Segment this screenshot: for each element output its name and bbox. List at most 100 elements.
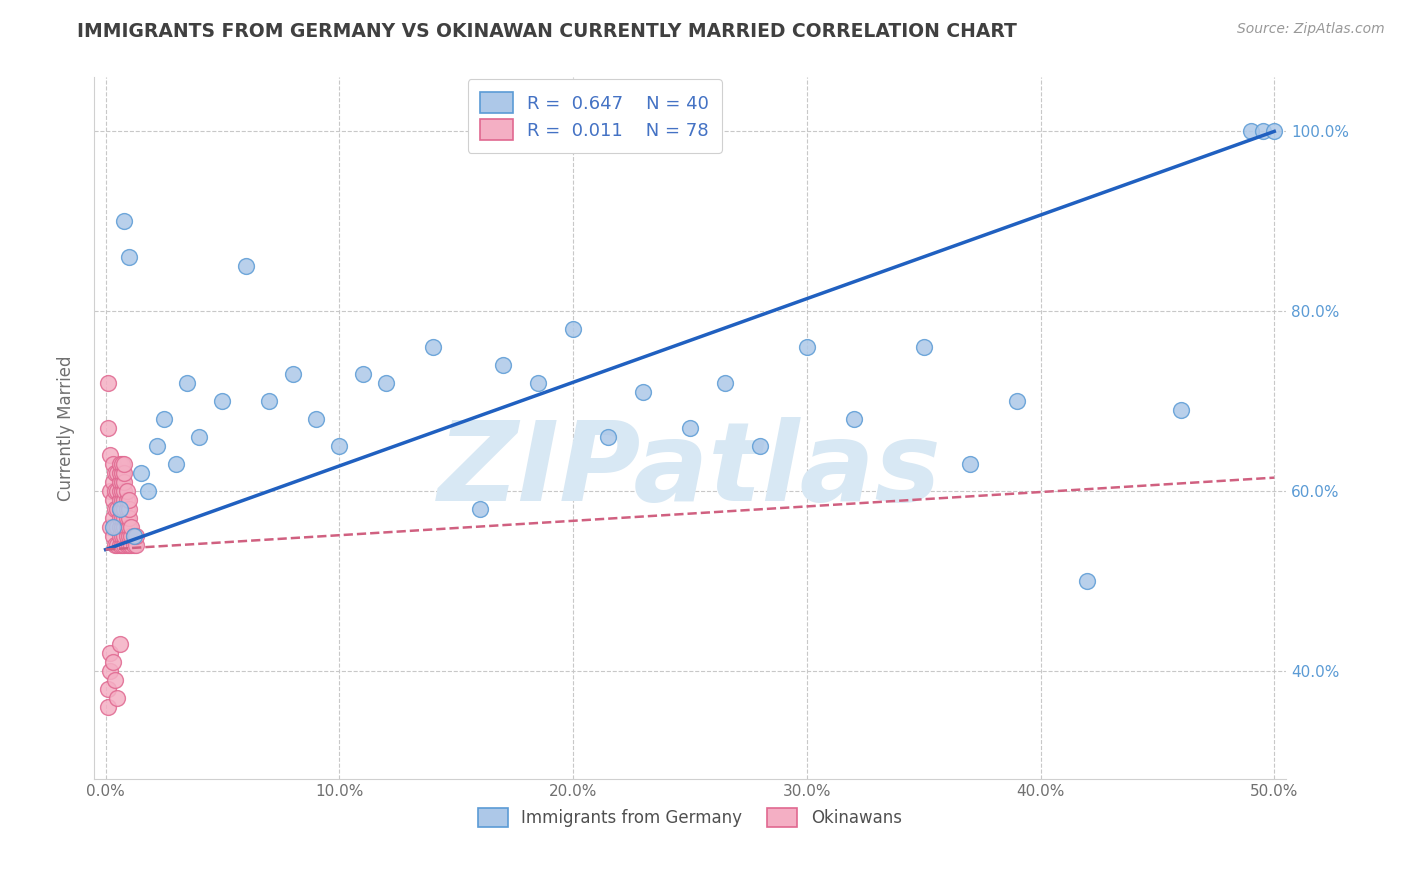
Point	[108, 484, 131, 499]
Point	[562, 322, 585, 336]
Point	[101, 520, 124, 534]
Legend: Immigrants from Germany, Okinawans: Immigrants from Germany, Okinawans	[471, 801, 908, 834]
Point	[101, 655, 124, 669]
Point	[108, 637, 131, 651]
Point	[122, 529, 145, 543]
Point	[120, 529, 142, 543]
Point	[257, 394, 280, 409]
Point	[118, 529, 141, 543]
Point	[108, 457, 131, 471]
Point	[328, 439, 350, 453]
Point	[98, 484, 121, 499]
Point	[104, 484, 127, 499]
Point	[97, 681, 120, 696]
Point	[108, 529, 131, 543]
Point	[153, 412, 176, 426]
Text: IMMIGRANTS FROM GERMANY VS OKINAWAN CURRENTLY MARRIED CORRELATION CHART: IMMIGRANTS FROM GERMANY VS OKINAWAN CURR…	[77, 22, 1017, 41]
Point	[111, 511, 134, 525]
Point	[97, 376, 120, 391]
Point	[714, 376, 737, 391]
Point	[105, 520, 128, 534]
Text: ZIPatlas: ZIPatlas	[439, 417, 942, 524]
Point	[631, 385, 654, 400]
Point	[104, 466, 127, 480]
Point	[108, 475, 131, 490]
Point	[105, 690, 128, 705]
Point	[104, 673, 127, 687]
Point	[101, 493, 124, 508]
Point	[492, 358, 515, 372]
Point	[1076, 574, 1098, 588]
Point	[1170, 403, 1192, 417]
Point	[101, 475, 124, 490]
Point	[118, 511, 141, 525]
Point	[1005, 394, 1028, 409]
Point	[98, 520, 121, 534]
Point	[108, 466, 131, 480]
Point	[125, 529, 148, 543]
Point	[122, 529, 145, 543]
Point	[165, 457, 187, 471]
Point	[111, 475, 134, 490]
Point	[375, 376, 398, 391]
Point	[104, 538, 127, 552]
Point	[112, 457, 135, 471]
Point	[112, 214, 135, 228]
Point	[120, 538, 142, 552]
Point	[111, 484, 134, 499]
Point	[112, 529, 135, 543]
Point	[235, 260, 257, 274]
Point	[959, 457, 981, 471]
Point	[1240, 124, 1263, 138]
Point	[111, 493, 134, 508]
Point	[105, 484, 128, 499]
Point	[98, 646, 121, 660]
Point	[97, 700, 120, 714]
Point	[468, 502, 491, 516]
Point	[115, 502, 138, 516]
Point	[111, 538, 134, 552]
Point	[98, 448, 121, 462]
Point	[108, 520, 131, 534]
Point	[1251, 124, 1274, 138]
Point	[112, 502, 135, 516]
Point	[104, 520, 127, 534]
Point	[115, 529, 138, 543]
Point	[105, 538, 128, 552]
Point	[112, 511, 135, 525]
Point	[305, 412, 328, 426]
Point	[101, 529, 124, 543]
Point	[211, 394, 233, 409]
Point	[112, 493, 135, 508]
Point	[598, 430, 620, 444]
Point	[146, 439, 169, 453]
Point	[118, 250, 141, 264]
Point	[111, 466, 134, 480]
Point	[749, 439, 772, 453]
Point	[120, 520, 142, 534]
Point	[118, 493, 141, 508]
Point	[104, 502, 127, 516]
Point	[122, 538, 145, 552]
Point	[842, 412, 865, 426]
Point	[105, 466, 128, 480]
Point	[115, 511, 138, 525]
Point	[796, 340, 818, 354]
Point	[112, 484, 135, 499]
Point	[111, 529, 134, 543]
Point	[112, 538, 135, 552]
Point	[281, 368, 304, 382]
Point	[108, 538, 131, 552]
Point	[129, 466, 152, 480]
Point	[112, 520, 135, 534]
Point	[101, 457, 124, 471]
Point	[1263, 124, 1285, 138]
Point	[679, 421, 702, 435]
Point	[105, 502, 128, 516]
Point	[352, 368, 374, 382]
Point	[176, 376, 198, 391]
Point	[108, 511, 131, 525]
Point	[188, 430, 211, 444]
Point	[422, 340, 444, 354]
Point	[98, 664, 121, 678]
